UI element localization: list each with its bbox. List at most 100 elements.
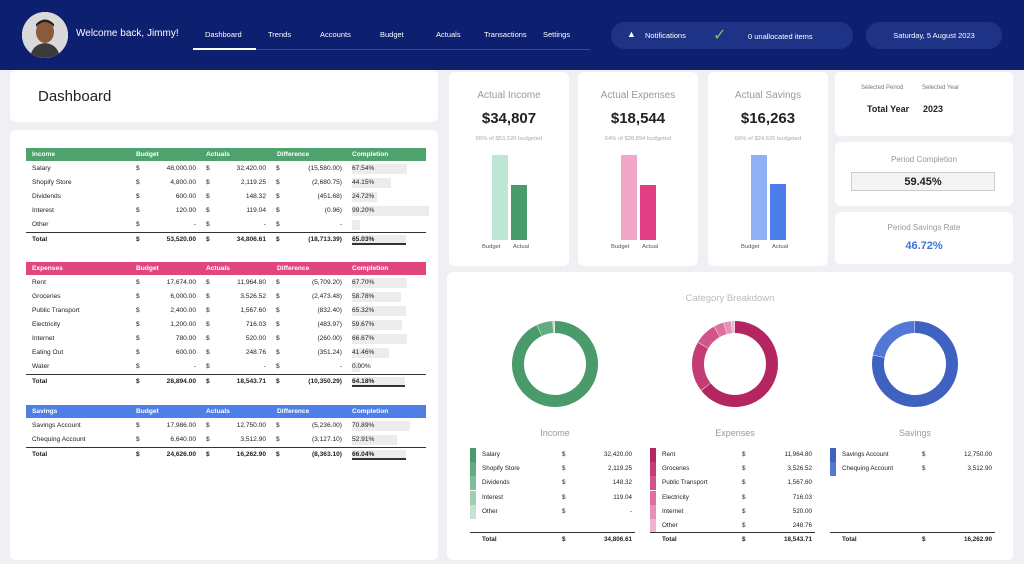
row-label: Groceries: [32, 293, 61, 300]
legend-value: 12,750.00: [963, 451, 992, 458]
cell-value: (5,709.20): [311, 279, 342, 286]
nav-active-indicator: [193, 48, 256, 50]
currency-symbol: $: [136, 451, 140, 458]
column-header: Actuals: [206, 408, 230, 415]
currency-symbol: $: [276, 193, 280, 200]
table-row: Savings Account $17,986.00 $12,750.00 $ (5,2…: [26, 419, 426, 433]
currency-symbol: $: [206, 193, 210, 200]
legend-label: Savings Account: [842, 451, 889, 458]
legend-value: 3,512.90: [967, 465, 992, 473]
nav-budget[interactable]: Budget: [380, 30, 404, 39]
selected-year-value[interactable]: 2023: [923, 104, 944, 114]
currency-symbol: $: [276, 221, 280, 228]
legend-swatch: [650, 476, 656, 491]
legend-label: Public Transport: [662, 479, 708, 487]
table-title: Income: [32, 151, 56, 158]
table-row: Rent $17,674.00 $11,964.80 $ (5,709.20) 67.70…: [26, 276, 426, 290]
legend-row: Salary $32,420.00: [470, 448, 635, 462]
currency-symbol: $: [136, 321, 140, 328]
budget-label: Budget: [611, 244, 630, 250]
cell-value: (3,127.10): [311, 436, 342, 443]
nav-accounts[interactable]: Accounts: [320, 30, 351, 39]
currency-symbol: $: [562, 451, 566, 458]
legend-swatch: [650, 519, 656, 533]
cell-value: (351.24): [317, 349, 342, 356]
savings-rate-card: Period Savings Rate 46.72%: [835, 212, 1013, 264]
nav-dashboard[interactable]: Dashboard: [205, 30, 242, 39]
budget-actual-chart: [618, 152, 668, 240]
cell-value: -: [339, 221, 342, 228]
column-header: Difference: [277, 265, 310, 272]
budget-bar: [621, 155, 637, 240]
legend-value: 148.32: [612, 479, 632, 487]
row-label: Total: [32, 236, 48, 243]
column-header: Completion: [352, 151, 389, 158]
cell-value: 2,119.25: [240, 179, 266, 186]
legend-total-label: Total: [842, 536, 857, 543]
currency-symbol: $: [562, 465, 566, 473]
completion-bar: [352, 348, 390, 358]
legend-swatch: [650, 490, 656, 505]
legend-row: Other $ -: [470, 504, 635, 519]
title-card: Dashboard: [10, 70, 438, 122]
period-completion-box: [851, 172, 995, 191]
cell-value: 17,674.00: [166, 279, 196, 286]
completion-value: 65.32%: [352, 307, 375, 314]
legend-row: Electricity $716.03: [650, 490, 815, 505]
cell-value: 600.00: [175, 193, 196, 200]
legend-swatch: [470, 476, 476, 491]
completion-value: 66.67%: [352, 335, 375, 342]
legend-value: 3,526.52: [787, 465, 812, 473]
period-card: Selected Period Selected Year Total Year…: [835, 72, 1013, 136]
cell-value: 1,567.60: [240, 307, 266, 314]
date-pill: Saturday, 5 August 2023: [866, 22, 1002, 49]
legend-row: Dividends $148.32: [470, 476, 635, 491]
table-row: Other $ - $ - $ -: [26, 218, 426, 232]
column-header: Difference: [277, 408, 310, 415]
cell-value: 34,806.61: [236, 236, 266, 243]
currency-symbol: $: [136, 436, 140, 443]
budget-label: Budget: [741, 244, 760, 250]
legend-row: Other $248.76: [650, 519, 815, 533]
completion-value: 44.15%: [352, 179, 375, 186]
breakdown-title: Category Breakdown: [685, 293, 775, 304]
avatar[interactable]: [22, 12, 68, 58]
currency-symbol: $: [276, 378, 280, 385]
selected-period-value[interactable]: Total Year: [867, 104, 910, 114]
completion-value: 65.03%: [352, 236, 375, 243]
table-row: Salary $48,000.00 $32,420.00 $ (15,580.00) 67…: [26, 162, 426, 176]
row-label: Total: [32, 451, 48, 458]
kpi-subtitle: 65% of $53,520 budgeted: [475, 136, 543, 142]
kpi-value: $16,263: [740, 110, 796, 127]
legend-label: Shopify Store: [482, 465, 520, 473]
notifications-pill[interactable]: ▲ Notifications ✓ 0 unallocated items: [611, 22, 853, 49]
table-total-row: Total $28,894.00 $18,543.71 $ (10,350.29) 64.…: [26, 374, 426, 388]
legend-row: Shopify Store $2,119.25: [470, 462, 635, 477]
budget-bar: [492, 155, 508, 240]
cell-value: 3,512.90: [240, 436, 266, 443]
currency-symbol: $: [206, 349, 210, 356]
legend-swatch: [470, 448, 476, 462]
nav-transactions[interactable]: Transactions: [484, 30, 527, 39]
completion-bar: [352, 278, 408, 288]
currency-symbol: $: [136, 236, 140, 243]
legend-label: Internet: [662, 507, 684, 515]
kpi-value: $34,807: [481, 110, 537, 127]
column-header: Difference: [277, 151, 310, 158]
legend-row: Interest $119.04: [470, 490, 635, 505]
donut-slice: [537, 321, 554, 336]
nav-actuals[interactable]: Actuals: [436, 30, 461, 39]
currency-symbol: $: [206, 436, 210, 443]
completion-bar: [352, 220, 360, 230]
expenses-table: Expenses Budget Actuals Difference Completio…: [26, 262, 426, 388]
nav-trends[interactable]: Trends: [268, 30, 292, 39]
legend-value: 2,119.25: [607, 465, 632, 473]
donut-slice: [512, 321, 598, 407]
legend-value: 32,420.00: [603, 451, 632, 458]
page-title: Dashboard: [38, 88, 112, 105]
cell-value: (260.00): [317, 335, 342, 342]
legend-total-label: Total: [662, 536, 677, 543]
legend-total-value: 16,262.90: [963, 536, 992, 543]
cell-value: 12,750.00: [236, 422, 266, 429]
nav-settings[interactable]: Settings: [543, 30, 571, 39]
